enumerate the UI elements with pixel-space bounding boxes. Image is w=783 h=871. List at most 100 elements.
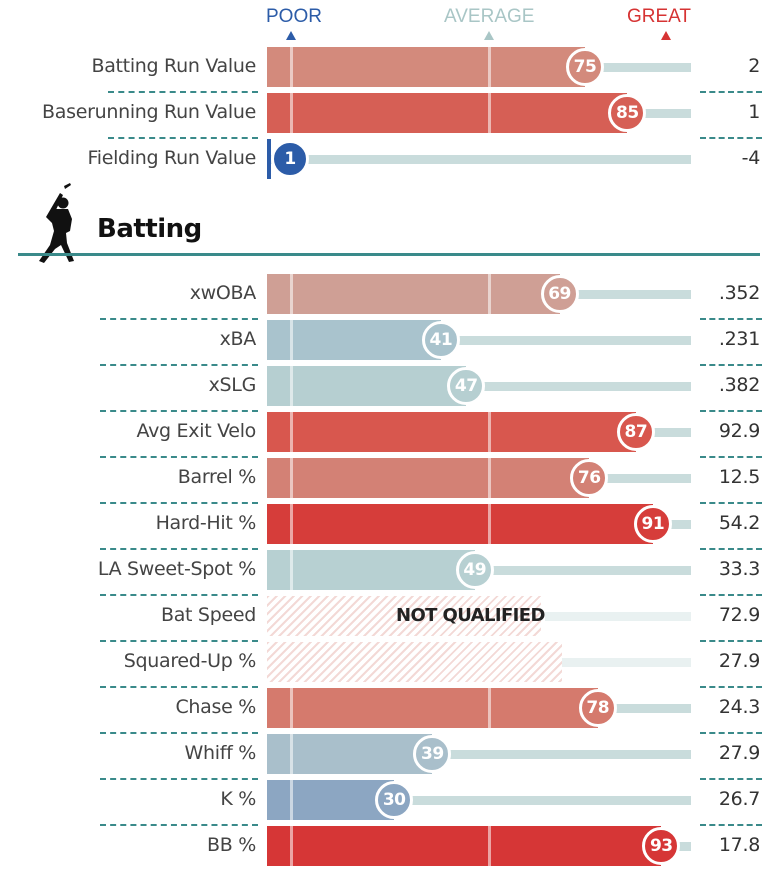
row-divider <box>100 686 258 688</box>
row-divider <box>700 137 762 139</box>
percentile-badge: 93 <box>642 827 681 865</box>
percentile-badge: 75 <box>566 48 604 86</box>
bar-gridline <box>290 780 293 820</box>
row-label: BB % <box>207 834 256 856</box>
row-value: 17.8 <box>718 834 760 856</box>
percentile-bar <box>267 504 653 544</box>
row-value: 1 <box>748 101 760 123</box>
bar-gridline <box>488 274 491 314</box>
section-divider <box>18 253 760 256</box>
row-label: xBA <box>219 328 257 350</box>
percentile-bar <box>267 780 395 820</box>
row-label: Squared-Up % <box>123 650 257 672</box>
percentile-bar <box>267 734 433 774</box>
row-divider <box>100 502 258 504</box>
scale-great-label: GREAT <box>627 6 692 27</box>
row-divider <box>700 318 762 320</box>
percentile-bar <box>267 550 475 590</box>
bar-gridline <box>488 93 491 133</box>
percentile-track <box>545 658 691 667</box>
percentile-badge: 78 <box>578 689 617 727</box>
row-divider <box>700 364 762 366</box>
bar-gridline <box>290 320 293 360</box>
percentile-track <box>267 796 691 805</box>
bar-gridline <box>290 734 293 774</box>
percentile-badge: 85 <box>608 94 647 132</box>
row-label: Fielding Run Value <box>87 147 256 169</box>
row-divider <box>700 456 762 458</box>
poor-marker-icon <box>286 31 296 40</box>
great-marker-icon <box>661 31 671 40</box>
row-label: Avg Exit Velo <box>136 420 257 442</box>
row-divider <box>108 91 258 93</box>
percentile-bar <box>267 274 560 314</box>
row-value: 12.5 <box>718 466 760 488</box>
row-label: Batting Run Value <box>91 55 256 77</box>
row-label: xSLG <box>208 374 257 396</box>
percentile-badge: 47 <box>447 367 486 405</box>
row-divider <box>700 548 762 550</box>
percentile-track <box>267 155 691 164</box>
not-qualified-bar <box>267 596 541 636</box>
bar-gridline <box>488 688 491 728</box>
row-value: 54.2 <box>718 512 760 534</box>
row-divider <box>100 548 258 550</box>
percentile-badge: 69 <box>540 275 579 313</box>
row-divider <box>700 502 762 504</box>
row-divider <box>100 640 258 642</box>
row-label: Hard-Hit % <box>155 512 257 534</box>
bar-gridline <box>488 826 491 866</box>
percentile-bar <box>267 688 598 728</box>
row-value: .231 <box>718 328 760 350</box>
row-label: LA Sweet-Spot % <box>97 558 256 580</box>
row-divider <box>700 91 762 93</box>
row-divider <box>700 732 762 734</box>
percentile-badge: 87 <box>616 413 655 451</box>
row-divider <box>700 410 762 412</box>
row-value: 92.9 <box>718 420 760 442</box>
percentile-badge: 30 <box>375 781 414 819</box>
row-value: 24.3 <box>718 696 760 718</box>
row-divider <box>100 410 258 412</box>
not-qualified-bar <box>267 642 562 682</box>
row-value: -4 <box>741 147 761 169</box>
bar-gridline <box>488 458 491 498</box>
row-divider <box>700 594 762 596</box>
row-label: Whiff % <box>184 742 257 764</box>
percentile-bar <box>267 47 585 87</box>
row-divider <box>100 318 258 320</box>
row-label: Bat Speed <box>160 604 256 626</box>
percentile-bar <box>267 139 272 179</box>
row-divider <box>100 456 258 458</box>
section-title-batting: Batting <box>97 214 202 244</box>
row-divider <box>100 364 258 366</box>
row-divider <box>100 732 258 734</box>
row-value: 27.9 <box>718 742 760 764</box>
bar-gridline <box>290 826 293 866</box>
bar-gridline <box>290 93 293 133</box>
row-label: K % <box>220 788 256 810</box>
bar-gridline <box>488 504 491 544</box>
percentile-track <box>267 336 691 345</box>
percentile-track <box>267 750 691 759</box>
row-divider <box>700 824 762 826</box>
batter-silhouette-icon <box>39 183 74 263</box>
percentile-track <box>545 612 691 621</box>
row-divider <box>100 594 258 596</box>
row-value: 72.9 <box>718 604 760 626</box>
percentile-bar <box>267 826 662 866</box>
row-divider <box>100 824 258 826</box>
bar-gridline <box>290 47 293 87</box>
row-label: Chase % <box>175 696 256 718</box>
bar-gridline <box>290 688 293 728</box>
bar-gridline <box>290 366 293 406</box>
percentile-bar <box>267 320 441 360</box>
row-value: .382 <box>718 374 760 396</box>
percentile-badge: 41 <box>421 321 460 359</box>
scale-poor-label: POOR <box>266 6 322 27</box>
percentile-badge: 39 <box>413 735 452 773</box>
row-label: Baserunning Run Value <box>42 101 256 123</box>
not-qualified-label: NOT QUALIFIED <box>396 605 545 626</box>
percentile-badge: 1 <box>271 140 309 178</box>
row-divider <box>108 137 258 139</box>
